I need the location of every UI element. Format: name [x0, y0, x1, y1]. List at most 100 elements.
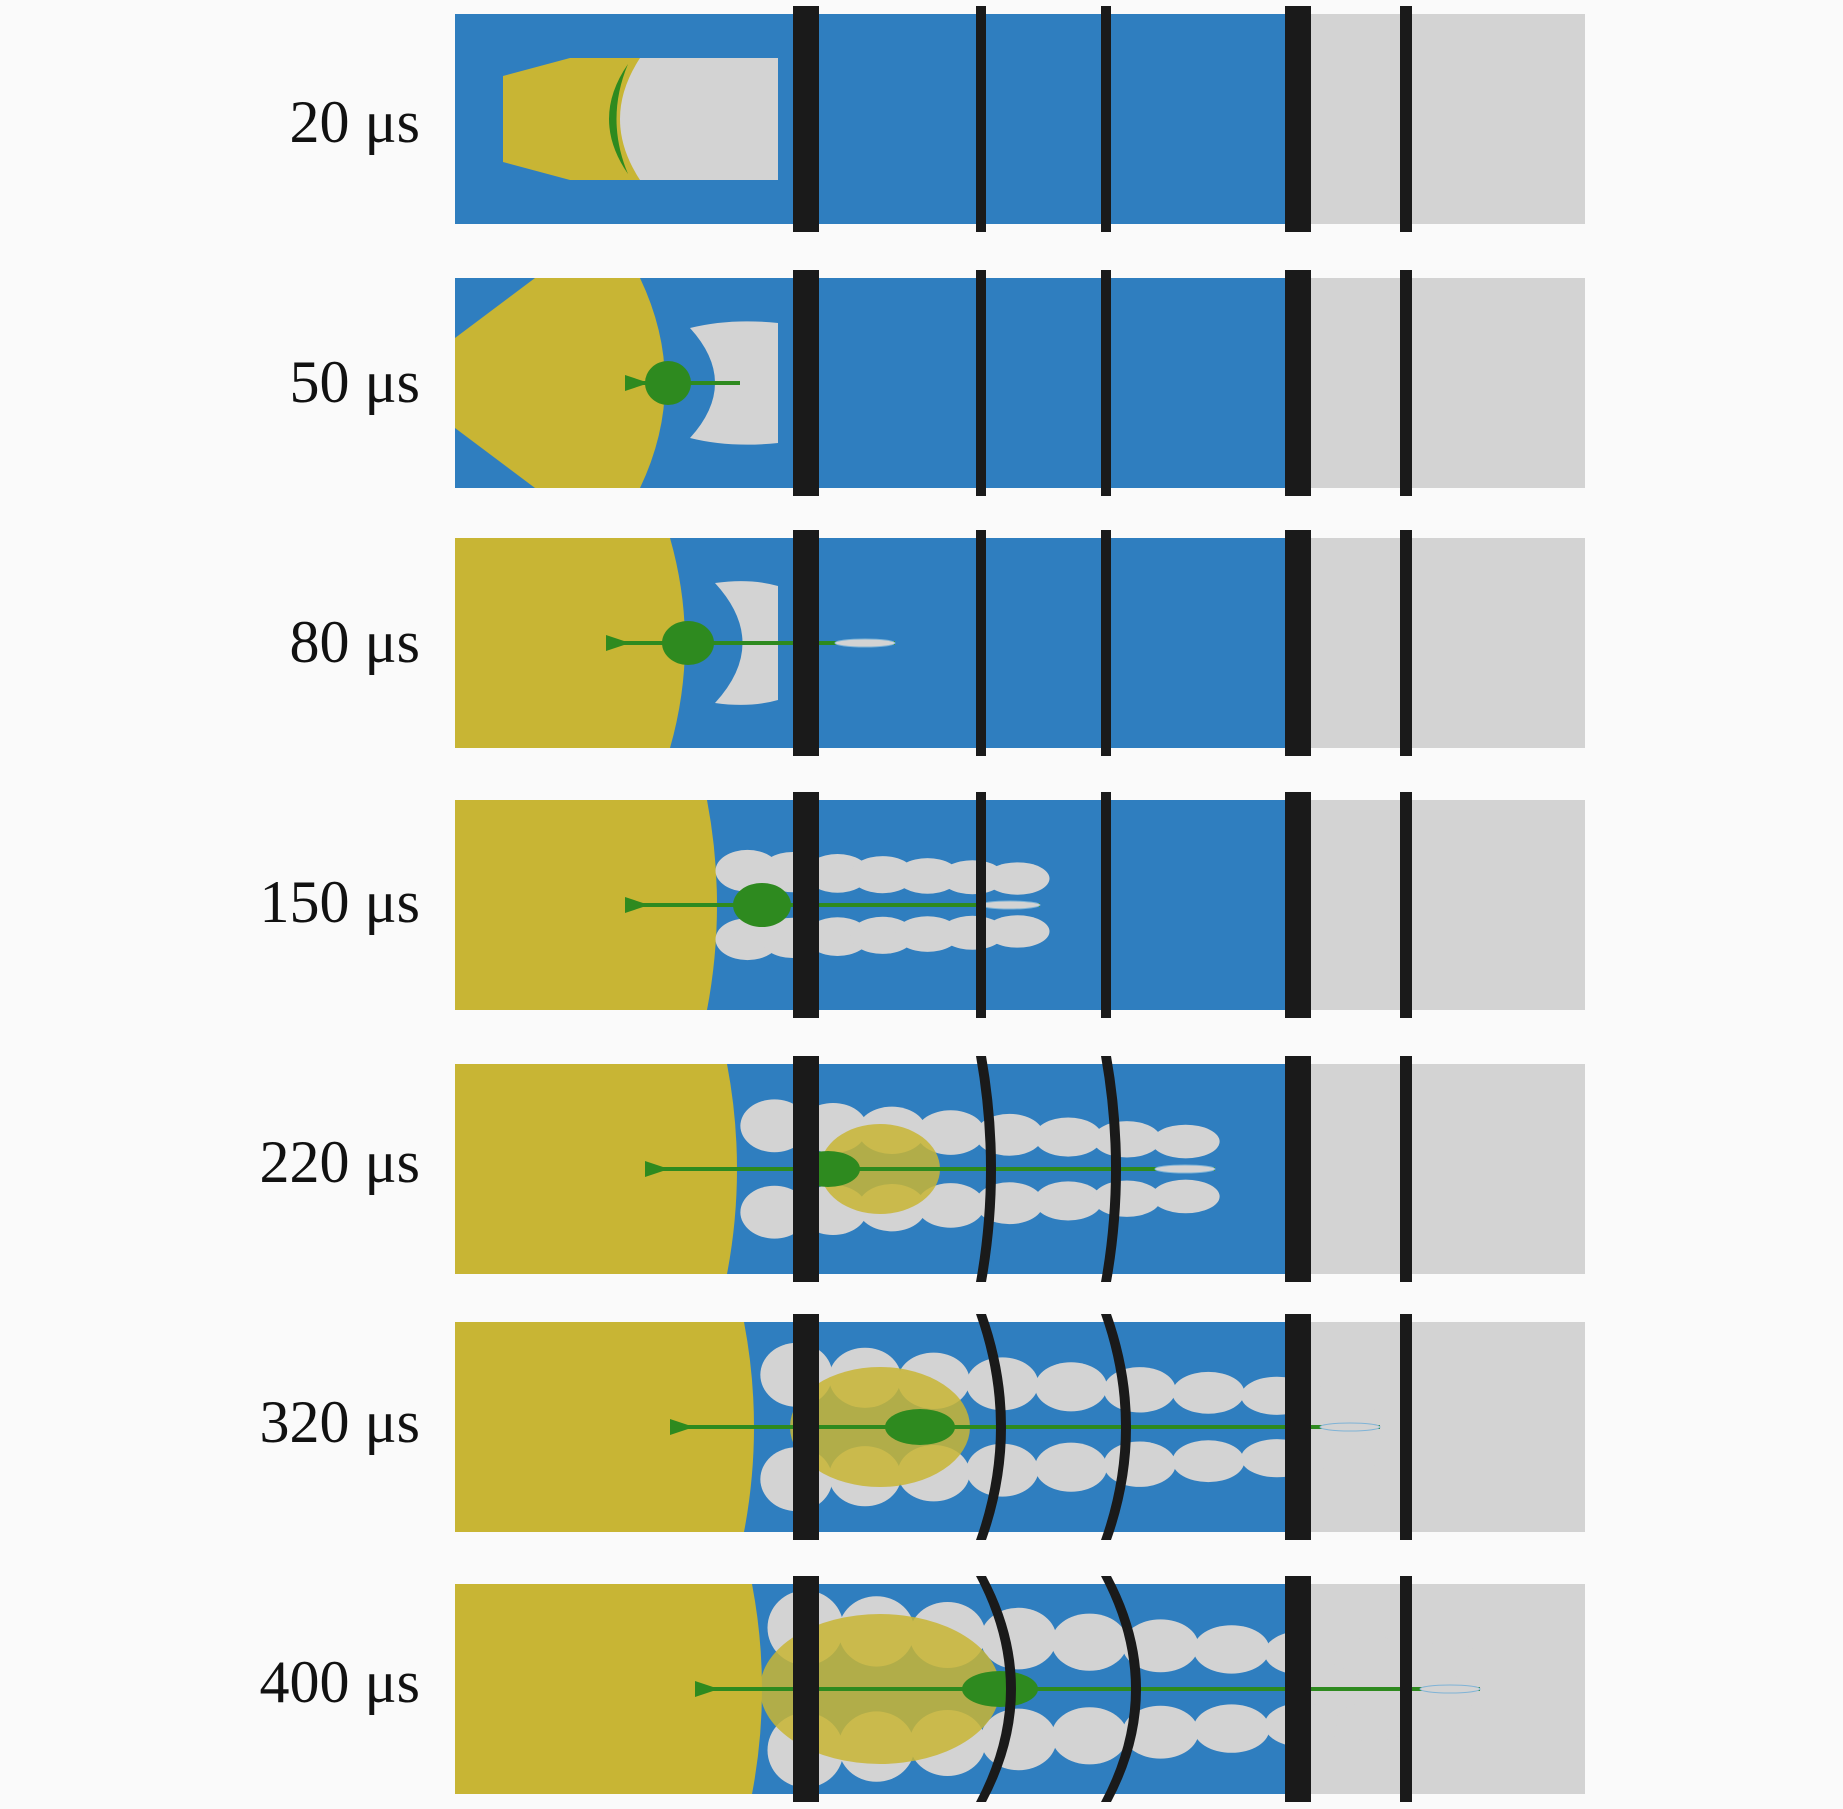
air-region	[1300, 14, 1585, 224]
plate	[793, 530, 819, 756]
plate	[1400, 1056, 1412, 1282]
plate	[793, 1314, 819, 1540]
jet	[625, 897, 1040, 913]
air-pocket	[1034, 1181, 1103, 1221]
air-pocket	[1151, 1179, 1220, 1214]
air-cavity	[620, 58, 778, 180]
plate	[1101, 1576, 1141, 1802]
jet-slug	[662, 621, 714, 665]
jet	[606, 635, 895, 651]
plate	[1400, 1576, 1412, 1802]
plate	[1400, 530, 1412, 756]
plate	[1101, 530, 1111, 756]
air-pocket	[916, 1183, 985, 1228]
plate	[1285, 6, 1311, 232]
detonation-gas	[455, 1584, 762, 1794]
plate	[793, 1576, 819, 1802]
plate	[1400, 1314, 1412, 1540]
air-region	[1300, 800, 1585, 1010]
air-pocket	[1151, 1124, 1220, 1159]
jet-slug	[885, 1409, 955, 1445]
air-pocket	[1035, 1442, 1107, 1492]
air-pocket	[1122, 1619, 1199, 1673]
air-pocket	[1092, 1121, 1161, 1158]
snapshot-panel-1	[455, 6, 1585, 232]
plate	[1285, 1576, 1311, 1802]
snapshot-panel-7	[455, 1576, 1585, 1802]
air-pocket	[1406, 1642, 1483, 1678]
time-label-4: 150 μs	[259, 869, 420, 935]
snapshot-panel-5	[455, 1056, 1585, 1282]
air-pocket	[715, 918, 780, 961]
plate	[976, 270, 986, 496]
air-pocket	[980, 1708, 1057, 1771]
jet-tip	[979, 900, 1041, 910]
air-pocket	[1172, 1440, 1245, 1483]
air-pocket	[1193, 1625, 1270, 1674]
plate	[1285, 530, 1311, 756]
detonation-gas	[455, 538, 685, 748]
air-pocket	[740, 1099, 809, 1153]
plate	[1400, 270, 1412, 496]
air-pocket	[895, 858, 960, 894]
air-pocket	[980, 1607, 1057, 1670]
snapshot-panel-4	[455, 792, 1585, 1018]
plate	[1101, 1314, 1131, 1540]
plate	[793, 1056, 819, 1282]
air-pocket	[1035, 1362, 1107, 1412]
plate	[1285, 270, 1311, 496]
jet-tip	[1419, 1684, 1481, 1694]
air-pocket	[1051, 1613, 1128, 1671]
plate	[1400, 792, 1412, 1018]
plate	[1101, 792, 1111, 1018]
air-pocket	[1092, 1180, 1161, 1217]
air-pocket	[895, 916, 960, 952]
air-pocket	[940, 915, 1005, 950]
air-pocket	[1122, 1705, 1199, 1759]
air-pocket	[740, 1185, 809, 1239]
air-pocket	[1309, 1381, 1382, 1417]
air-pocket	[1051, 1707, 1128, 1765]
air-pocket	[1103, 1367, 1176, 1413]
plate	[976, 530, 986, 756]
jet-slug	[645, 361, 691, 405]
detonation-gas	[455, 278, 665, 488]
plate	[793, 270, 819, 496]
plate	[976, 6, 986, 232]
plate	[976, 792, 986, 1018]
jet	[670, 1419, 1380, 1435]
air-region	[1300, 278, 1585, 488]
plate	[976, 1576, 1016, 1802]
jet-tip	[1319, 1422, 1381, 1432]
air-pocket	[715, 849, 780, 892]
jet-tip	[1154, 1164, 1216, 1174]
jet-slug	[962, 1671, 1038, 1707]
air-pocket	[1406, 1700, 1483, 1736]
plate	[1101, 270, 1111, 496]
plate	[976, 1056, 996, 1282]
time-label-3: 80 μs	[289, 609, 420, 675]
air-pocket	[1309, 1437, 1382, 1473]
time-label-2: 50 μs	[289, 349, 420, 415]
time-label-1: 20 μs	[289, 89, 420, 155]
plate	[793, 792, 819, 1018]
liner	[609, 64, 628, 174]
air-pocket	[1335, 1701, 1412, 1742]
plate	[1285, 792, 1311, 1018]
air-pocket	[850, 916, 915, 954]
plate	[793, 6, 819, 232]
snapshot-panel-3	[455, 530, 1585, 756]
air-region	[1300, 1064, 1585, 1274]
plate	[1285, 1056, 1311, 1282]
jet	[695, 1681, 1480, 1697]
air-pocket	[1335, 1636, 1412, 1677]
snapshot-panel-2	[455, 270, 1585, 496]
detonation-gas	[455, 1322, 754, 1532]
air-pocket	[805, 854, 870, 893]
air-pocket	[1034, 1117, 1103, 1157]
air-region	[1300, 538, 1585, 748]
jet	[645, 1161, 1215, 1177]
air-pocket	[850, 856, 915, 894]
